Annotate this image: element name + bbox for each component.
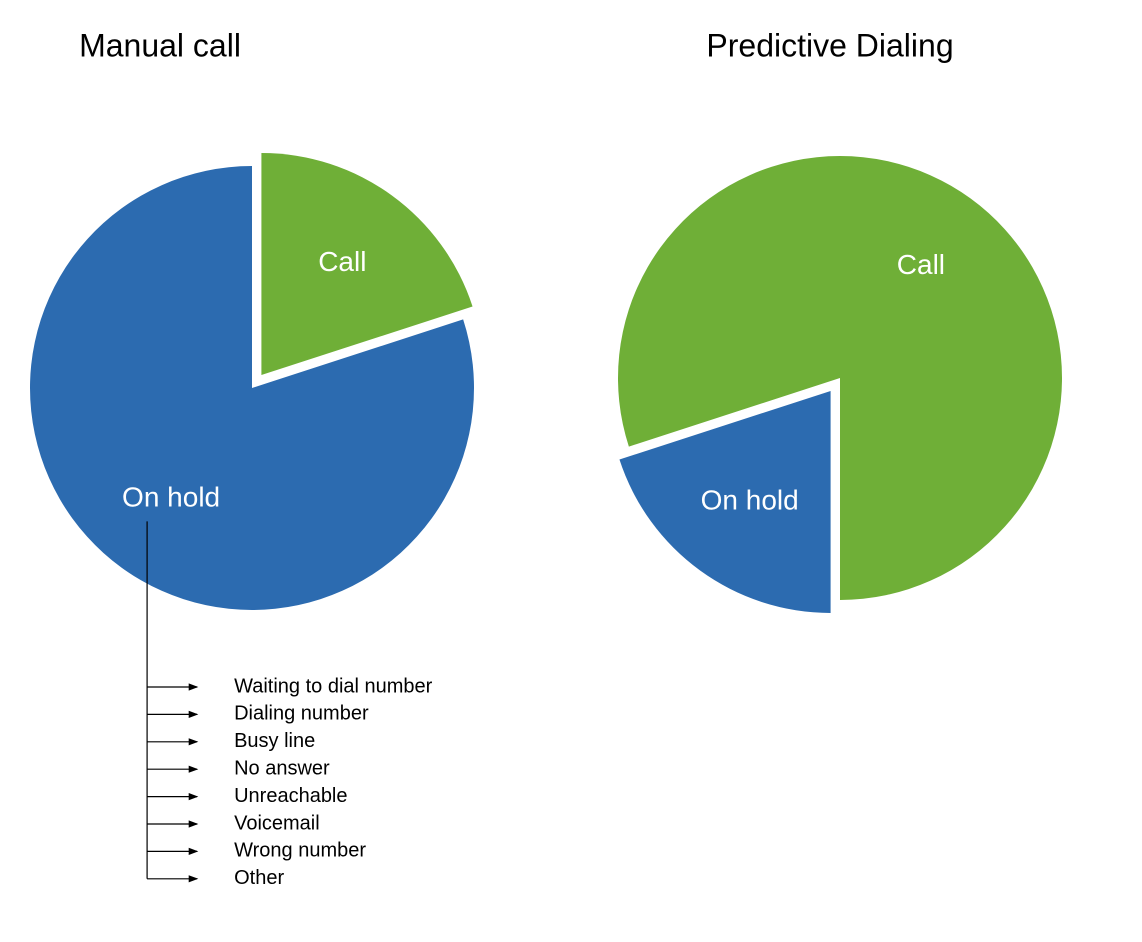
pie-slice <box>618 155 1063 600</box>
pie-slice <box>261 153 473 376</box>
breakdown-item: Waiting to dial number <box>234 675 433 697</box>
breakdown-item: Wrong number <box>234 840 366 862</box>
pie-slice <box>619 390 831 613</box>
chart-title: Manual call <box>79 27 241 63</box>
breakdown-item: Unreachable <box>234 785 347 807</box>
slice-label: Call <box>897 249 945 280</box>
pie-slice <box>30 166 475 611</box>
breakdown-item: Busy line <box>234 730 315 752</box>
chart-title: Predictive Dialing <box>706 27 953 63</box>
breakdown-item: Voicemail <box>234 812 320 834</box>
slice-label: On hold <box>122 482 220 513</box>
breakdown-item: Dialing number <box>234 703 369 725</box>
slice-label: On hold <box>701 485 799 516</box>
breakdown-item: No answer <box>234 757 330 779</box>
breakdown-item: Other <box>234 867 284 889</box>
slice-label: Call <box>318 246 366 277</box>
